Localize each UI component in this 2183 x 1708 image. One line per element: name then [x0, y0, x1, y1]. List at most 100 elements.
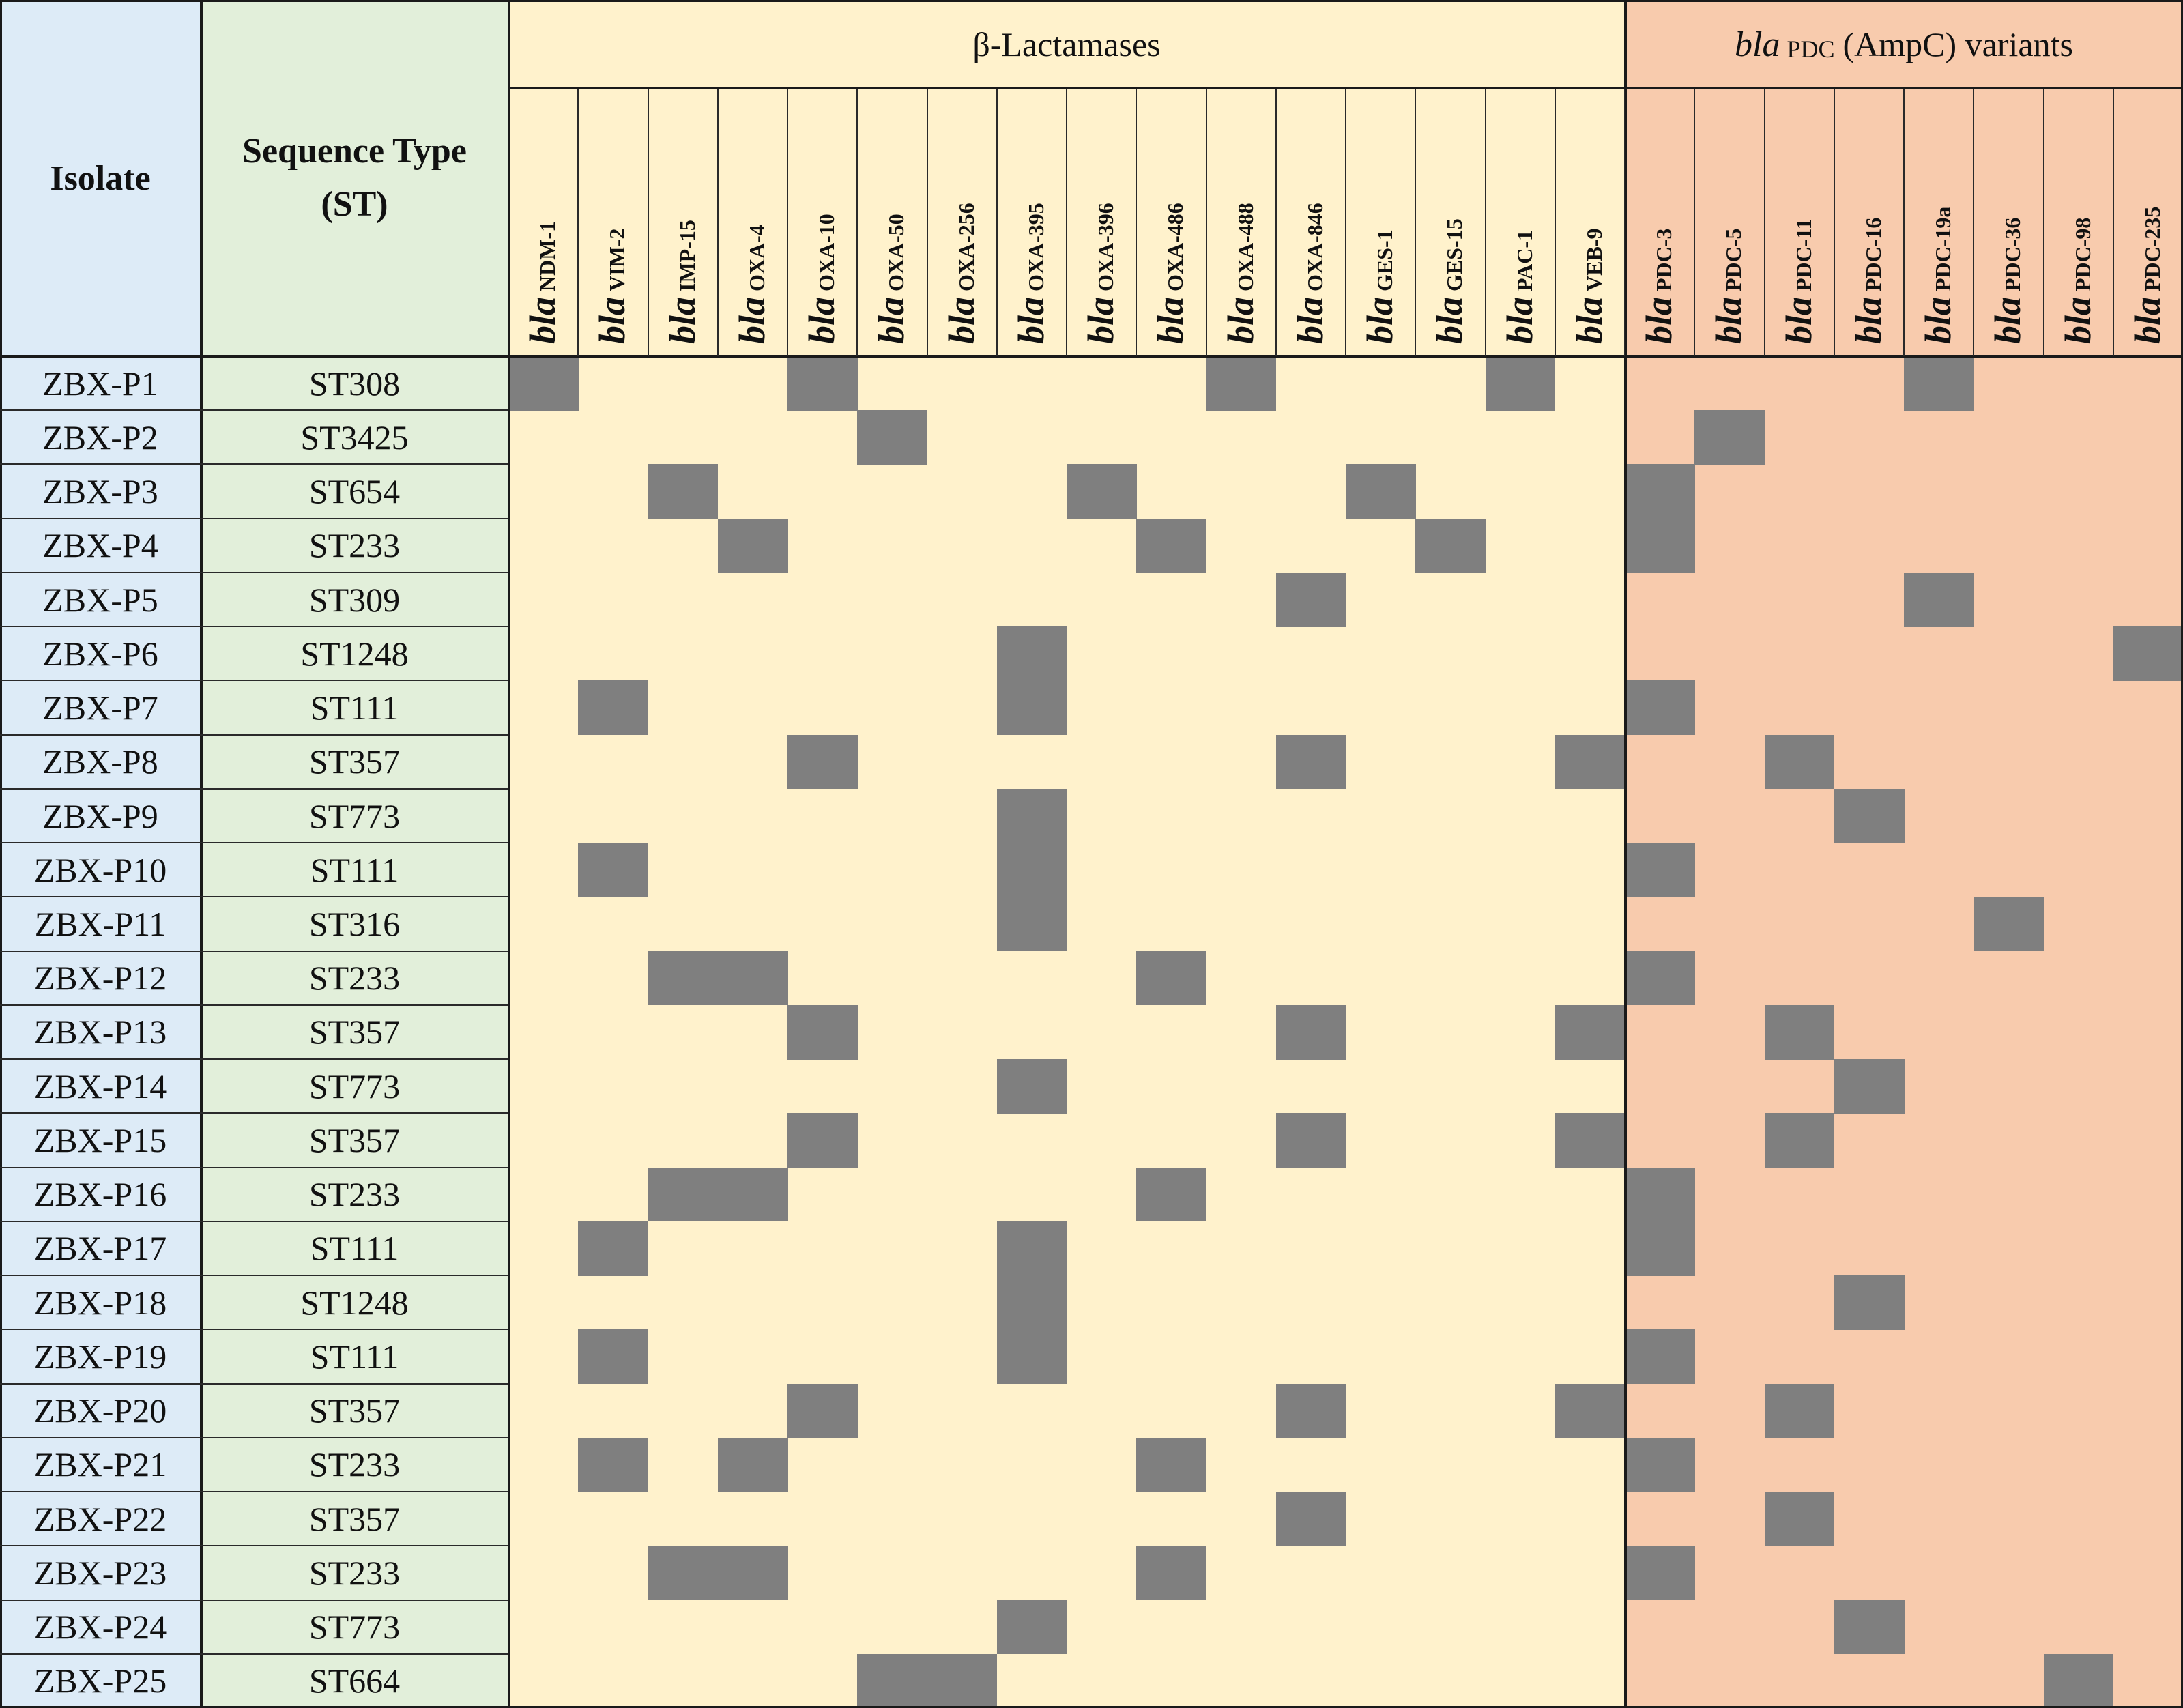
gene-prefix-text: bla: [1918, 296, 1959, 344]
gene-prefix-text: bla: [1080, 296, 1122, 344]
row-divider: [0, 571, 508, 573]
isolate-cell: ZBX-P24: [33, 1608, 167, 1647]
gene-name-text: PDC-16: [1860, 217, 1885, 291]
presence-mark: [1136, 518, 1206, 573]
row-divider: [0, 463, 508, 465]
row-divider: [0, 1112, 508, 1114]
gene-name-text: PAC-1: [1512, 229, 1537, 291]
group-header-1: bla PDC (AmpC) variants: [1625, 0, 2183, 89]
gene-name-text: VIM-2: [605, 228, 630, 291]
gene-name-text: OXA-486: [1163, 203, 1188, 291]
st-cell: ST309: [308, 580, 401, 619]
presence-mark: [1764, 1383, 1835, 1438]
st-cell: ST233: [308, 959, 401, 998]
gene-column-divider: [1694, 89, 1696, 356]
presence-mark: [1275, 572, 1346, 627]
row-divider: [0, 1329, 508, 1331]
row-divider: [0, 1653, 508, 1655]
column-header-oxa-50: bla OXA-50: [870, 214, 912, 344]
border-bottom: [0, 1706, 2183, 1708]
gene-prefix-text: bla: [522, 296, 564, 344]
presence-mark: [1625, 680, 1695, 736]
isolate-cell: ZBX-P9: [42, 796, 158, 835]
presence-mark: [1904, 356, 1974, 411]
gene-column-divider: [1275, 89, 1277, 356]
column-header-oxa-4: bla OXA-4: [731, 225, 773, 344]
row-divider: [0, 680, 508, 682]
st-cell: ST357: [308, 1391, 401, 1430]
border-right: [2181, 0, 2183, 1708]
st-cell: ST111: [310, 850, 399, 889]
group-header-sub: PDC: [1787, 35, 1835, 63]
st-cell: ST233: [308, 1445, 401, 1484]
isolate-cell: ZBX-P15: [33, 1120, 167, 1159]
presence-mark: [1275, 734, 1346, 790]
st-cell: ST357: [308, 1013, 401, 1052]
row-divider: [0, 1004, 508, 1006]
presence-mark: [1974, 897, 2044, 952]
presence-mark: [1625, 1329, 1695, 1385]
gene-column-divider: [926, 89, 928, 356]
gene-prefix-text: bla: [1638, 296, 1680, 344]
gene-prefix-text: bla: [1708, 296, 1750, 344]
column-header-pdc-19a: bla PDC-19a: [1917, 207, 1959, 344]
row-divider: [0, 1058, 508, 1060]
gene-prefix-text: bla: [1359, 296, 1401, 344]
column-header-veb-9: bla VEB-9: [1568, 229, 1610, 344]
presence-mark: [1275, 1492, 1346, 1546]
group-header-text: β-Lactamases: [972, 25, 1161, 63]
gene-prefix-text: bla: [1429, 296, 1471, 344]
row-divider: [0, 896, 508, 898]
st-cell: ST357: [308, 742, 401, 781]
presence-mark: [1764, 734, 1835, 790]
isolate-cell: ZBX-P22: [33, 1499, 167, 1538]
group-header-line: [508, 87, 2183, 89]
gene-name-text: OXA-256: [953, 203, 979, 291]
st-column-header: Sequence Type (ST): [201, 0, 508, 356]
presence-mark: [1555, 734, 1625, 790]
presence-mark: [578, 1221, 648, 1276]
gene-column-divider: [1205, 89, 1207, 356]
column-header-oxa-488: bla OXA-488: [1219, 203, 1262, 344]
column-header-ges-1: bla GES-1: [1359, 229, 1401, 344]
st-cell: ST357: [308, 1120, 401, 1159]
presence-mark: [1555, 1113, 1625, 1168]
gene-column-divider: [717, 89, 719, 356]
gene-column-divider: [1484, 89, 1486, 356]
presence-mark: [648, 1546, 719, 1600]
isolate-cell: ZBX-P3: [42, 472, 158, 511]
presence-mark: [787, 1383, 858, 1438]
presence-mark: [1625, 951, 1695, 1006]
gene-prefix-text: bla: [940, 296, 982, 344]
presence-mark: [996, 1059, 1067, 1114]
presence-mark: [1136, 951, 1206, 1006]
gene-name-text: PDC-11: [1791, 218, 1816, 291]
column-divider: [508, 0, 510, 1708]
st-cell: ST233: [308, 1175, 401, 1214]
presence-mark: [1834, 788, 1905, 843]
gene-prefix-text: bla: [1010, 296, 1052, 344]
column-header-pdc-235: bla PDC-235: [2126, 207, 2169, 344]
presence-mark: [578, 843, 648, 897]
presence-mark: [1067, 464, 1137, 519]
isolate-cell: ZBX-P23: [33, 1553, 167, 1592]
presence-mark: [1625, 1221, 1695, 1276]
presence-mark: [996, 1600, 1067, 1655]
presence-mark: [1206, 356, 1277, 411]
column-header-pdc-36: bla PDC-36: [1986, 218, 2029, 344]
presence-mark: [1764, 1004, 1835, 1060]
presence-mark: [1555, 1004, 1625, 1060]
st-cell: ST111: [310, 1337, 399, 1376]
isolate-cell: ZBX-P13: [33, 1013, 167, 1052]
row-divider: [0, 950, 508, 952]
column-header-oxa-396: bla OXA-396: [1080, 203, 1122, 344]
gene-column-divider: [1624, 89, 1625, 356]
presence-mark: [1625, 1546, 1695, 1600]
isolate-cell: ZBX-P25: [33, 1662, 167, 1700]
gene-column-divider: [647, 89, 649, 356]
row-divider: [0, 626, 508, 628]
isolate-cell: ZBX-P20: [33, 1391, 167, 1430]
gene-name-text: PDC-98: [2070, 217, 2095, 291]
row-divider: [0, 787, 508, 790]
